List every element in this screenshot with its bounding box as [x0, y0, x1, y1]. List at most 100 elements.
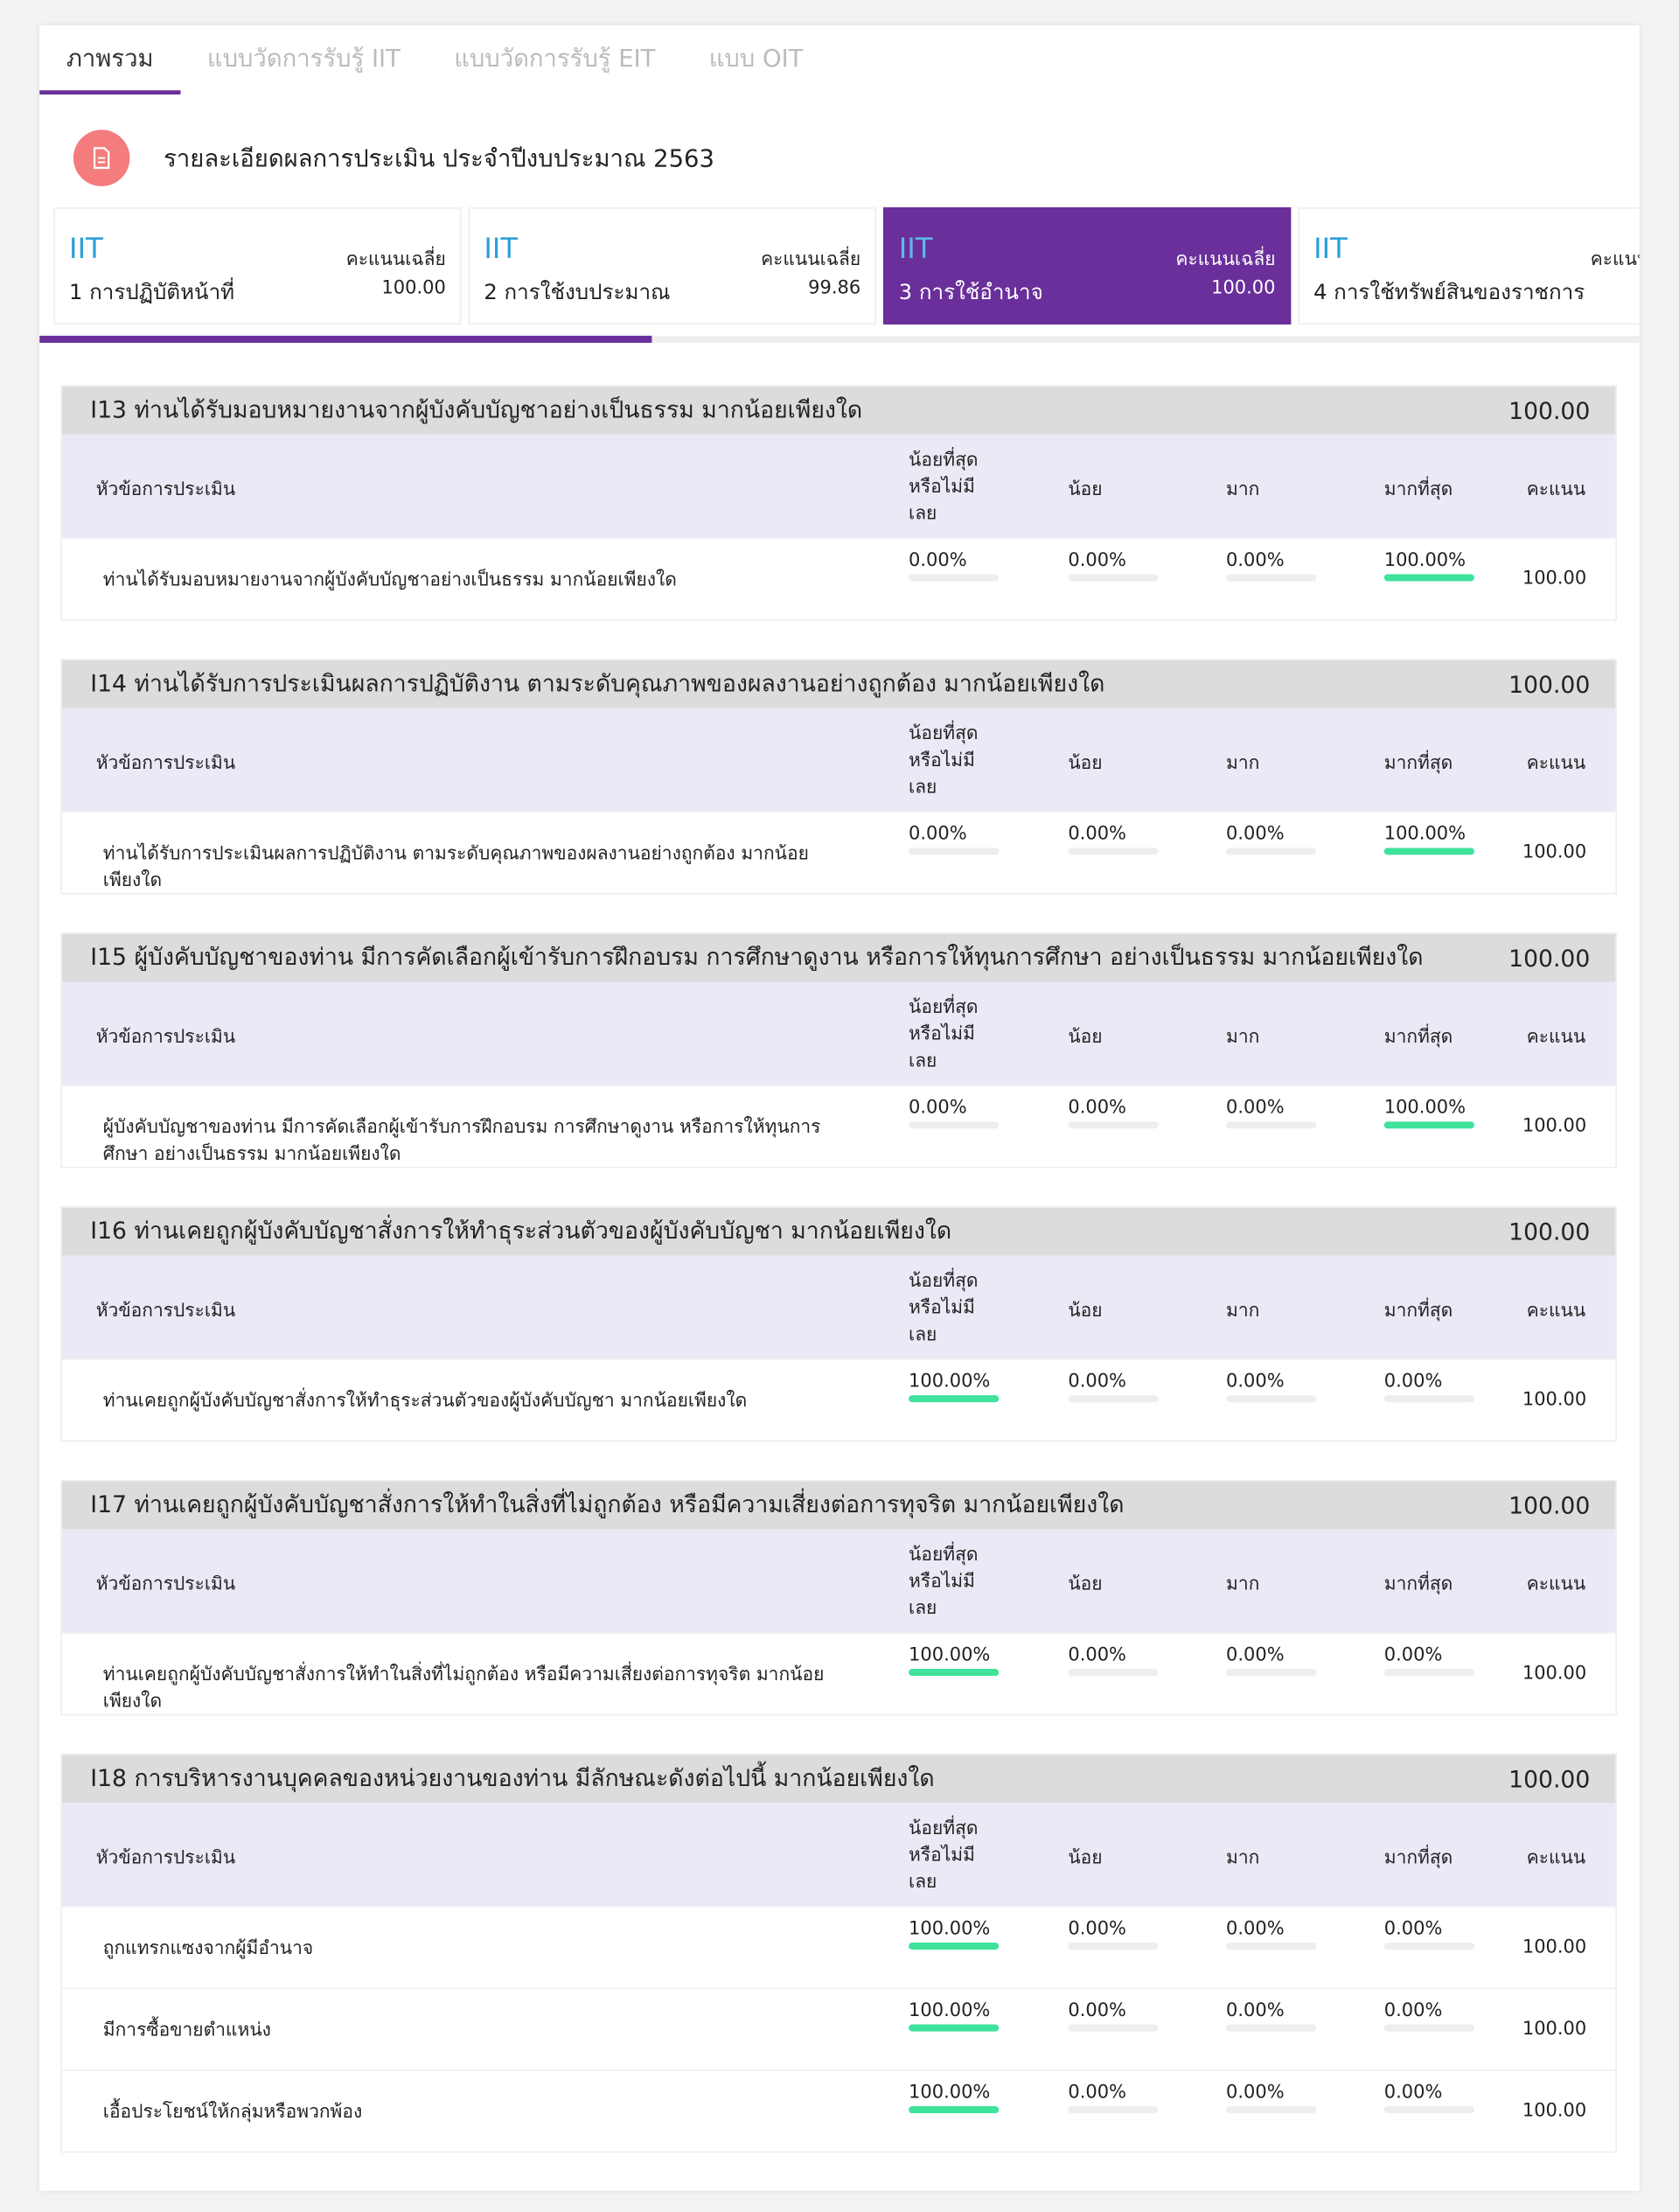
column-header: มาก: [1226, 1027, 1260, 1049]
percent-cell: 100.00%: [909, 2083, 1000, 2114]
percent-cell: 0.00%: [1068, 2000, 1159, 2032]
percent-label: 0.00%: [1383, 1918, 1443, 1940]
card-tag: IIT: [484, 231, 519, 266]
row-score: 100.00: [1522, 568, 1587, 590]
column-header: หัวข้อการประเมิน: [95, 479, 236, 501]
percent-cell: 0.00%: [1226, 1645, 1317, 1677]
data-row: ถูกแทรกแซงจากผู้มีอำนาจ 100.00% 0.00% 0.00%…: [61, 1906, 1616, 1988]
card-label: คะแนนเฉลี่ย: [1175, 249, 1276, 271]
column-header: มากที่สุด: [1383, 479, 1453, 501]
card[interactable]: IIT คะแนนเฉลี่ย4 การใช้ทรัพย์สินของราชการ: [1298, 207, 1640, 324]
column-header: มาก: [1226, 1301, 1260, 1322]
percent-track: [909, 1669, 1000, 1677]
percent-cell: 0.00%: [909, 550, 1000, 582]
percent-cell: 0.00%: [1068, 1371, 1159, 1403]
percent-track: [909, 2106, 1000, 2114]
card-tag: IIT: [1313, 231, 1348, 266]
column-header: คะแนน: [1526, 1574, 1586, 1596]
percent-track: [1383, 2024, 1475, 2032]
cards: IIT คะแนนเฉลี่ย 1 การปฏิบัติหน้าที่ 100.00 I…: [53, 207, 1640, 324]
percent-cell: 0.00%: [1383, 1371, 1475, 1403]
row-text: มีการซื้อขายตำแหน่ง: [102, 2020, 271, 2041]
percent-label: 0.00%: [909, 823, 967, 846]
header-row: หัวข้อการประเมิน น้อยที่สุดหรือไม่มีเลย น้…: [61, 1529, 1616, 1633]
percent-bar: [909, 1395, 1000, 1403]
section: I17 ท่านเคยถูกผู้บังคับบัญชาสั่งการให้ทำ…: [60, 1479, 1617, 1716]
percent-cell: 100.00%: [909, 1919, 1000, 1950]
percent-bar: [909, 1942, 1000, 1950]
percent-label: 0.00%: [909, 1097, 967, 1120]
percent-bar: [909, 1669, 1000, 1677]
column-header: น้อยที่สุดหรือไม่มีเลย: [909, 997, 979, 1072]
percent-track: [1068, 1395, 1159, 1403]
section-title-bar: I17 ท่านเคยถูกผู้บังคับบัญชาสั่งการให้ทำ…: [61, 1481, 1616, 1530]
row-score: 100.00: [1522, 1115, 1587, 1137]
percent-label: 0.00%: [1068, 2082, 1126, 2104]
tabs: ภาพรวม แบบวัดการรับรู้ IIT แบบวัดการรับรู้…: [39, 25, 830, 95]
percent-track: [1226, 2106, 1317, 2114]
column-header: มากที่สุด: [1383, 1027, 1453, 1049]
percent-label: 0.00%: [1226, 550, 1285, 572]
percent-track: [909, 848, 1000, 855]
percent-cell: 0.00%: [1383, 1918, 1475, 1950]
percent-track: [1383, 2106, 1475, 2114]
percent-track: [909, 574, 1000, 582]
percent-track: [1383, 1669, 1475, 1677]
section-title: I18 การบริหารงานบุคคลของหน่วยงานของท่าน …: [90, 1764, 935, 1792]
percent-track: [1068, 1669, 1159, 1677]
percent-label: 0.00%: [1068, 2000, 1126, 2022]
column-header: คะแนน: [1526, 1847, 1586, 1870]
percent-label: 100.00%: [1383, 550, 1467, 572]
row-text: ท่านเคยถูกผู้บังคับบัญชาสั่งการให้ทำธุระ…: [102, 1391, 748, 1413]
column-header: มาก: [1226, 753, 1260, 775]
percent-track: [1383, 1395, 1475, 1403]
percent-cell: 0.00%: [1068, 1098, 1159, 1129]
column-header: น้อย: [1068, 1574, 1103, 1596]
percent-track: [1068, 2106, 1159, 2114]
card[interactable]: IIT คะแนนเฉลี่ย 1 การปฏิบัติหน้าที่ 100.00: [53, 207, 462, 324]
percent-track: [1068, 574, 1159, 582]
percent-track: [1226, 1942, 1317, 1950]
card[interactable]: IIT คะแนนเฉลี่ย 2 การใช้งบประมาณ 99.86: [468, 207, 876, 324]
section-score: 100.00: [1508, 670, 1591, 698]
card-score: 99.86: [808, 277, 861, 299]
percent-track: [1226, 1121, 1317, 1129]
row-text: ท่านเคยถูกผู้บังคับบัญชาสั่งการให้ทำในสิ…: [102, 1664, 825, 1713]
section: I18 การบริหารงานบุคคลของหน่วยงานของท่าน …: [60, 1753, 1617, 2153]
percent-cell: 100.00%: [1383, 550, 1475, 582]
column-header: น้อยที่สุดหรือไม่มีเลย: [909, 1271, 979, 1346]
row-score: 100.00: [1522, 2100, 1587, 2122]
header-row: หัวข้อการประเมิน น้อยที่สุดหรือไม่มีเลย น้…: [61, 434, 1616, 538]
card-label: คะแนนเฉลี่ย: [345, 249, 446, 271]
percent-cell: 100.00%: [1383, 824, 1475, 855]
section: I16 ท่านเคยถูกผู้บังคับบัญชาสั่งการให้ทำ…: [60, 1206, 1617, 1442]
percent-track: [909, 2024, 1000, 2032]
column-header: น้อยที่สุดหรือไม่มีเลย: [909, 450, 979, 525]
data-row: ผู้บังคับบัญชาของท่าน มีการคัดเลือกผู้เข…: [61, 1085, 1616, 1167]
tab[interactable]: แบบวัดการรับรู้ IIT: [206, 45, 401, 73]
card[interactable]: IIT คะแนนเฉลี่ย 3 การใช้อำนาจ 100.00: [882, 207, 1292, 324]
section-title-bar: I13 ท่านได้รับมอบหมายงานจากผู้บังคับบัญช…: [61, 386, 1616, 435]
percent-cell: 0.00%: [909, 823, 1000, 855]
tab[interactable]: ภาพรวม: [39, 25, 181, 95]
column-header: น้อย: [1068, 1301, 1103, 1322]
data-row: ท่านได้รับมอบหมายงานจากผู้บังคับบัญชาอย่…: [61, 537, 1616, 620]
column-header: คะแนน: [1526, 1301, 1586, 1322]
tab[interactable]: แบบ OIT: [708, 45, 804, 73]
panel: ภาพรวม แบบวัดการรับรู้ IIT แบบวัดการรับรู้…: [39, 25, 1640, 2191]
percent-label: 0.00%: [1068, 550, 1126, 572]
percent-cell: 100.00%: [1383, 1098, 1475, 1129]
row-text: ถูกแทรกแซงจากผู้มีอำนาจ: [102, 1938, 314, 1960]
tab[interactable]: แบบวัดการรับรู้ EIT: [454, 45, 656, 73]
section-title: I13 ท่านได้รับมอบหมายงานจากผู้บังคับบัญช…: [90, 396, 863, 423]
percent-track: [1068, 1942, 1159, 1950]
percent-label: 0.00%: [1383, 1371, 1443, 1392]
column-header: หัวข้อการประเมิน: [95, 1574, 236, 1596]
percent-cell: 0.00%: [1226, 550, 1317, 582]
section-score: 100.00: [1508, 1218, 1591, 1246]
card-score: 100.00: [1211, 277, 1276, 299]
percent-track: [909, 1121, 1000, 1129]
doc-icon: [73, 129, 130, 186]
